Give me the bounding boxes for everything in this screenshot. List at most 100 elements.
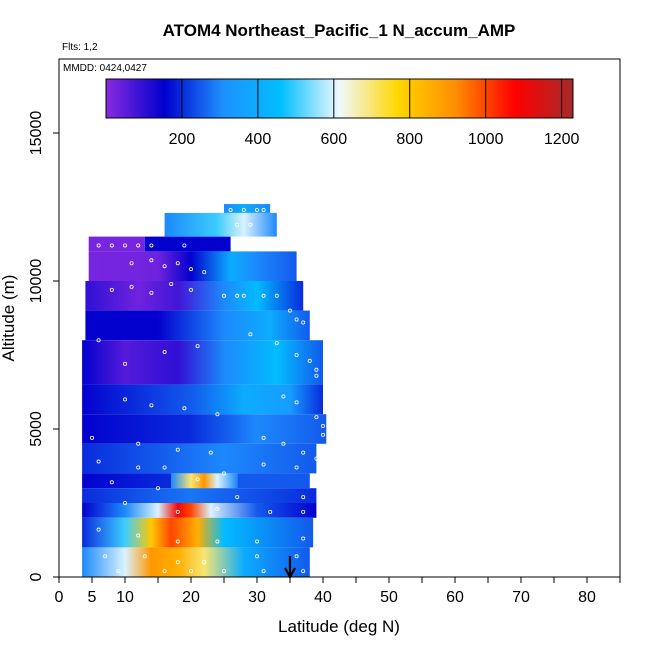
heatmap-band [88, 236, 145, 252]
sample-point [182, 243, 187, 248]
heatmap-band [82, 340, 323, 385]
sample-point [149, 243, 154, 248]
sample-point [149, 290, 154, 295]
sample-point [155, 486, 160, 491]
sample-point [123, 361, 128, 366]
sample-point [261, 207, 266, 212]
sample-point [301, 495, 306, 500]
sample-point [188, 287, 193, 292]
sample-point [235, 495, 240, 500]
sample-point [221, 293, 226, 298]
sample-point [96, 459, 101, 464]
sample-point [235, 293, 240, 298]
sample-point [188, 569, 193, 574]
sample-point [103, 554, 108, 559]
x-tick-label: 5 [88, 589, 97, 606]
sample-point [96, 338, 101, 343]
sample-point [123, 500, 128, 505]
sample-point [254, 539, 259, 544]
heatmap-band [164, 212, 277, 237]
sample-point [261, 569, 266, 574]
colorbar: 200 400 600 800 1000 1200 [105, 78, 580, 148]
sample-point [215, 539, 220, 544]
heatmap-band [85, 310, 310, 341]
sample-point [149, 258, 154, 263]
colorbar-tick-label: 600 [320, 131, 347, 148]
sample-point [248, 332, 253, 337]
sample-point [129, 261, 134, 266]
sample-point [136, 533, 141, 538]
sample-point [195, 477, 200, 482]
sample-point [294, 554, 299, 559]
y-tick-label: 5000 [28, 411, 45, 447]
y-tick-label: 10000 [28, 259, 45, 304]
sample-point [314, 367, 319, 372]
sample-point [202, 560, 207, 565]
sample-point [268, 509, 273, 514]
sample-point [162, 264, 167, 269]
sample-point [136, 465, 141, 470]
sample-point [182, 406, 187, 411]
heatmap-band [82, 547, 310, 577]
sample-point [320, 424, 325, 429]
heatmap-band [237, 473, 310, 489]
y-axis: 0 5000 10000 15000 [28, 111, 59, 581]
sample-point [320, 432, 325, 437]
colorbar-tick-label: 400 [245, 131, 272, 148]
sample-point [301, 320, 306, 325]
y-tick-label: 0 [28, 572, 45, 581]
sample-point [281, 441, 286, 446]
colorbar-tick-label: 1000 [468, 131, 504, 148]
sample-point [202, 270, 207, 275]
x-tick-label: 10 [116, 589, 134, 606]
sample-point [281, 394, 286, 399]
colorbar-tick-label: 200 [169, 131, 196, 148]
sample-point [162, 350, 167, 355]
sample-point [235, 222, 240, 227]
sample-point [254, 207, 259, 212]
x-tick-label: 0 [55, 589, 64, 606]
sample-point [261, 293, 266, 298]
sample-point [188, 267, 193, 272]
sample-point [109, 480, 114, 485]
dates-annotation: MMDD: 0424,0427 [63, 63, 147, 74]
sample-point [314, 373, 319, 378]
sample-point [175, 560, 180, 565]
heatmap-band [82, 503, 317, 518]
heatmap-band [82, 443, 317, 474]
sample-point [261, 462, 266, 467]
sample-point [221, 471, 226, 476]
plot-frame [58, 58, 621, 578]
sample-point [294, 465, 299, 470]
sample-point [215, 506, 220, 511]
x-axis-label: Latitude (deg N) [278, 617, 400, 636]
sample-point [123, 397, 128, 402]
colorbar-tick-label: 800 [396, 131, 423, 148]
arrow-marker [284, 556, 296, 580]
sample-point [162, 465, 167, 470]
sample-point [314, 456, 319, 461]
x-tick-label: 40 [314, 589, 332, 606]
flights-annotation: Flts: 1,2 [62, 42, 98, 53]
chart-title: ATOM4 Northeast_Pacific_1 N_accum_AMP [163, 21, 516, 40]
sample-point [96, 527, 101, 532]
x-axis: 0 5 10 20 30 40 50 60 70 80 [55, 577, 621, 606]
sample-point [301, 536, 306, 541]
sample-point [129, 284, 134, 289]
sample-point [274, 341, 279, 346]
sample-point [287, 308, 292, 313]
sample-point [215, 412, 220, 417]
sample-point [241, 207, 246, 212]
heatmap-band [171, 473, 238, 489]
sample-point [175, 509, 180, 514]
heatmap-band [82, 473, 172, 489]
sample-point [142, 554, 147, 559]
sample-point [254, 554, 259, 559]
heatmap-layer [82, 204, 327, 577]
sample-markers [90, 207, 325, 574]
heatmap-band [224, 204, 271, 213]
sample-point [109, 243, 114, 248]
sample-point [149, 403, 154, 408]
sample-point [294, 400, 299, 405]
